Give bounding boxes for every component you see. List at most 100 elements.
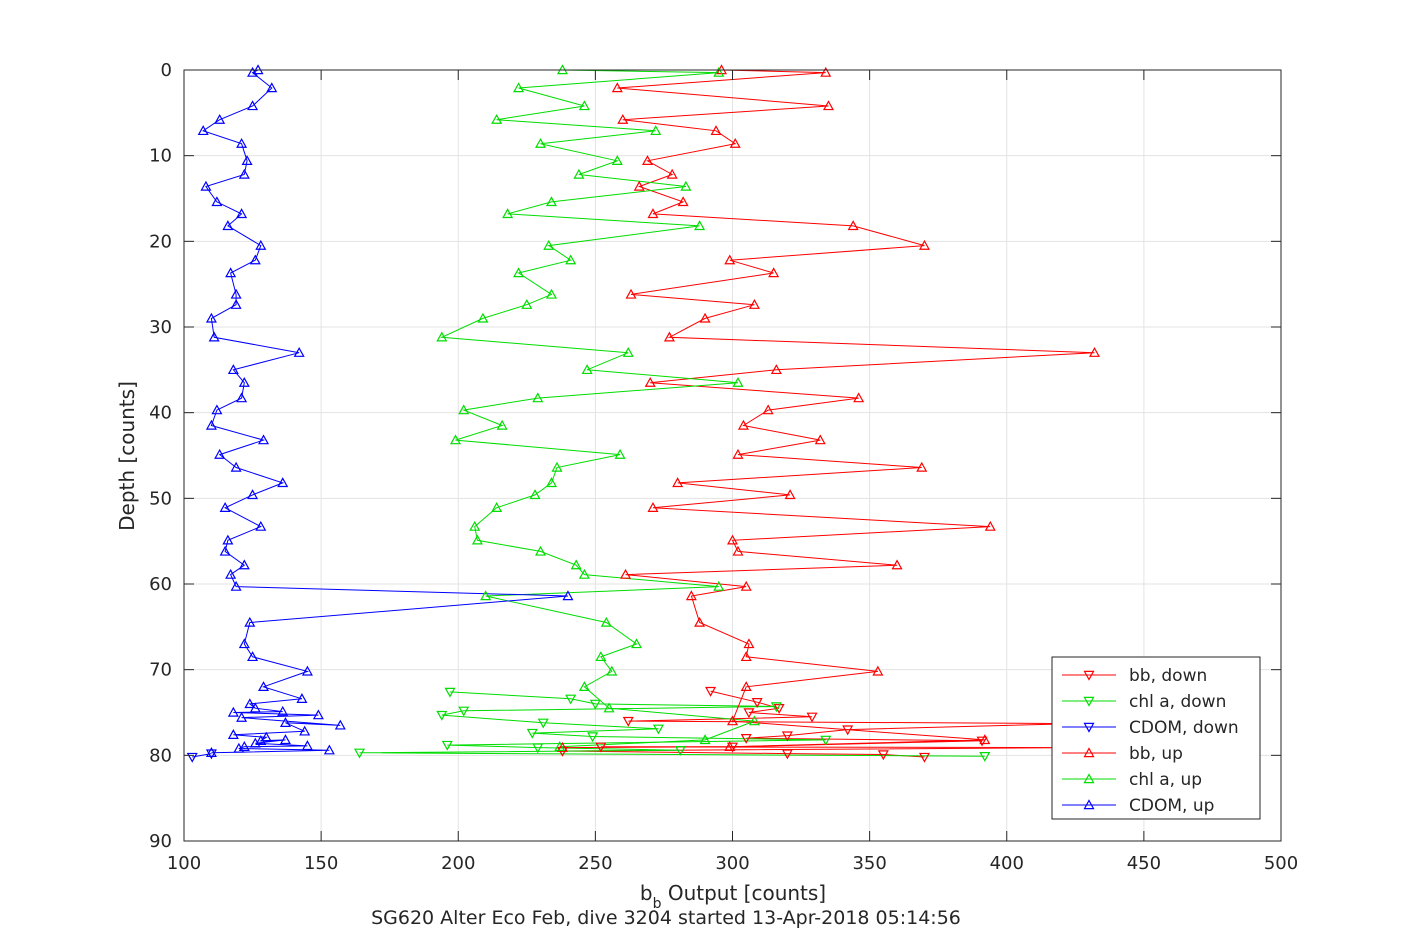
y-tick-label: 40 xyxy=(149,403,172,424)
data-point-chl-a-up xyxy=(570,559,582,570)
data-point-bb-up xyxy=(743,638,755,649)
y-tick-label: 0 xyxy=(161,60,172,81)
data-point-cdom-up xyxy=(227,364,239,375)
data-point-cdom-up xyxy=(219,545,231,556)
data-point-cdom-up xyxy=(241,155,253,166)
data-point-cdom-up xyxy=(205,747,217,757)
x-tick-label: 250 xyxy=(578,853,612,874)
data-point-chl-a-up xyxy=(436,331,448,342)
data-point-chl-a-down xyxy=(436,710,448,721)
x-tick-labels: 100 150 200 250 300 350 400 450 500 xyxy=(167,853,1298,874)
y-tick-label: 80 xyxy=(149,745,172,766)
data-point-cdom-up xyxy=(219,502,231,512)
data-point-chl-a-up xyxy=(554,741,566,751)
y-tick-labels: 0 10 20 30 40 50 60 70 80 90 xyxy=(149,60,172,852)
data-point-cdom-down xyxy=(205,749,217,760)
data-point-bb-up xyxy=(853,392,865,403)
data-point-cdom-up xyxy=(249,254,261,265)
y-axis-label: Depth [counts] xyxy=(115,381,139,531)
data-point-bb-up xyxy=(666,168,678,179)
data-point-bb-down xyxy=(773,704,785,714)
data-point-bb-up xyxy=(1088,346,1101,357)
data-point-cdom-up xyxy=(238,741,250,751)
data-point-cdom-up xyxy=(222,220,234,231)
data-point-bb-up xyxy=(748,298,760,309)
x-tick-label: 500 xyxy=(1264,853,1298,874)
data-point-chl-a-up xyxy=(650,125,662,136)
data-point-chl-a-up xyxy=(713,580,725,591)
data-point-bb-up xyxy=(979,734,991,745)
data-point-chl-a-up xyxy=(471,534,483,545)
data-point-bb-up xyxy=(740,651,752,662)
series-line-bb-up xyxy=(562,69,1095,749)
data-point-chl-a-up xyxy=(699,734,711,745)
data-point-chl-a-up xyxy=(713,66,725,77)
data-point-chl-a-up xyxy=(680,180,692,191)
data-point-bb-up xyxy=(872,665,884,676)
data-point-bb-up xyxy=(677,196,689,207)
data-point-chl-a-down xyxy=(526,728,538,739)
data-point-cdom-up xyxy=(225,267,237,278)
data-point-cdom-up xyxy=(249,702,261,713)
data-point-cdom-up xyxy=(247,489,259,500)
data-point-chl-a-up xyxy=(732,376,744,387)
data-point-cdom-up xyxy=(236,208,248,219)
data-point-bb-up xyxy=(847,220,859,231)
data-point-cdom-up xyxy=(279,717,291,727)
data-point-cdom-up xyxy=(301,740,313,751)
data-point-cdom-up xyxy=(247,100,259,111)
x-tick-label: 400 xyxy=(990,853,1024,874)
data-point-cdom-up xyxy=(260,731,272,742)
data-point-bb-up xyxy=(633,180,645,191)
data-point-chl-a-up xyxy=(545,288,558,299)
data-point-cdom-up xyxy=(244,698,256,709)
x-tick-label: 100 xyxy=(167,853,201,874)
legend-box xyxy=(1051,656,1261,820)
series-lines xyxy=(192,69,1095,758)
data-point-cdom-up xyxy=(211,196,223,207)
legend-label-chl-a-down: chl a, down xyxy=(1129,692,1226,712)
data-point-bb-up xyxy=(762,404,774,415)
data-point-chl-a-up xyxy=(535,137,547,148)
data-point-chl-a-up xyxy=(521,298,533,309)
data-point-cdom-up xyxy=(225,568,237,579)
data-point-chl-a-up xyxy=(545,477,558,488)
data-point-bb-down xyxy=(806,712,818,723)
data-point-chl-a-down xyxy=(674,745,686,756)
data-point-chl-a-up xyxy=(477,312,489,323)
data-point-bb-up xyxy=(699,312,711,323)
data-point-bb-up xyxy=(729,137,741,148)
legend-label-chl-a-up: chl a, up xyxy=(1129,770,1202,790)
data-point-cdom-up xyxy=(255,520,267,531)
series-line-chl-a-up xyxy=(439,69,755,748)
data-point-chl-a-up xyxy=(449,434,462,445)
data-point-bb-down xyxy=(842,725,854,736)
data-point-bb-up xyxy=(647,208,659,219)
legend-label-cdom-up: CDOM, up xyxy=(1129,796,1214,816)
data-point-chl-a-down xyxy=(354,748,366,759)
data-point-chl-a-up xyxy=(469,520,481,531)
data-point-cdom-up xyxy=(238,559,250,570)
data-point-chl-a-up xyxy=(496,419,508,430)
data-point-chl-a-up xyxy=(595,651,607,662)
data-point-cdom-up xyxy=(255,735,267,745)
legend-marker-bb-up xyxy=(1083,747,1095,758)
data-point-cdom-up xyxy=(247,66,259,77)
data-point-cdom-up xyxy=(227,706,239,717)
legend-marker-chl-a-down xyxy=(1083,696,1095,707)
data-point-cdom-up xyxy=(562,590,574,601)
data-point-bb-up xyxy=(710,125,722,136)
data-point-chl-a-up xyxy=(614,448,626,459)
data-point-chl-a-up xyxy=(491,113,503,124)
data-point-chl-a-down xyxy=(652,724,664,735)
data-point-cdom-up xyxy=(230,580,242,591)
data-point-chl-a-down xyxy=(441,740,453,751)
data-point-cdom-up xyxy=(277,705,289,716)
legend-marker-cdom-down xyxy=(1083,722,1095,733)
x-axis-label-rest: Output [counts] xyxy=(661,881,826,905)
data-point-cdom-up xyxy=(323,744,335,755)
data-point-bb-down xyxy=(743,708,755,719)
data-point-cdom-up xyxy=(279,734,291,745)
data-point-cdom-up xyxy=(211,404,223,415)
